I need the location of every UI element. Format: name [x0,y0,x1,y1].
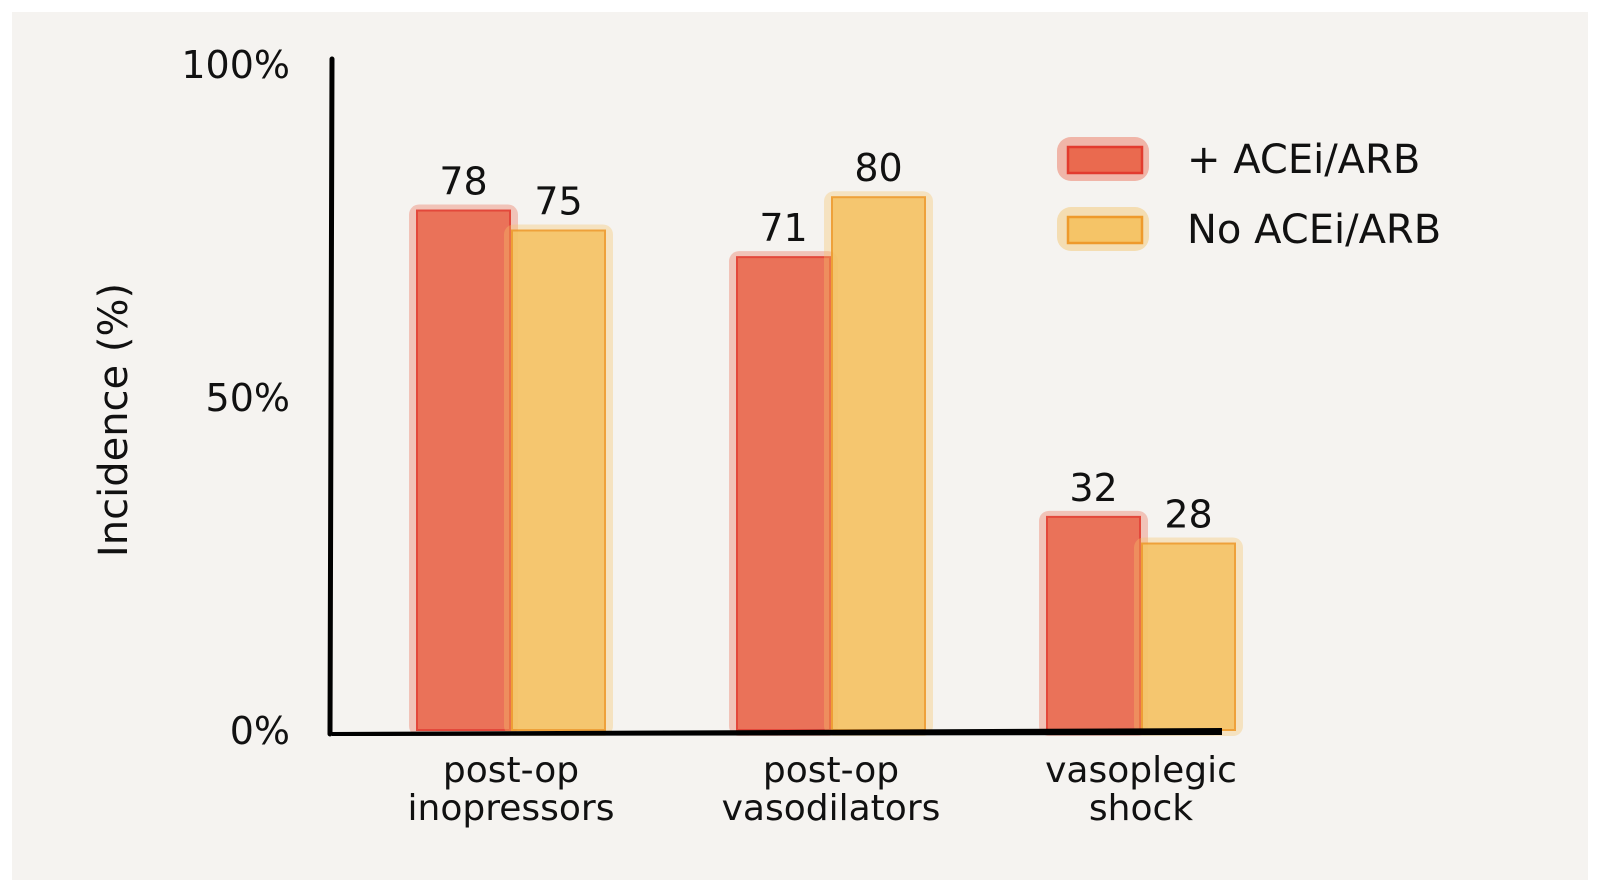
value-label: 75 [534,180,582,224]
x-tick-label: post-op inopressors [408,750,615,829]
value-label: 28 [1164,493,1212,537]
legend-label: + ACEi/ARB [1187,137,1420,183]
legend-label: No ACEi/ARB [1187,207,1441,253]
value-label: 80 [854,146,902,190]
x-axis-stroke [332,728,1222,736]
bar [831,196,926,731]
x-axis-line [332,728,1222,736]
legend: + ACEi/ARB No ACEi/ARB [1057,137,1441,253]
value-labels: 78 71 32 75 80 28 [439,146,1212,536]
y-axis-line [327,56,335,737]
value-label: 78 [439,160,487,204]
bar [1046,515,1141,731]
y-tick-label: 50% [206,376,290,420]
y-tick-label: 100% [181,43,290,87]
bar [736,256,831,731]
value-label: 32 [1069,466,1117,510]
y-axis-label: Incidence (%) [91,283,137,557]
value-label: 71 [759,206,807,250]
x-tick-label: vasoplegic shock [1045,750,1237,829]
legend-swatch [1066,145,1144,175]
x-tick-label: post-op vasodilators [722,750,941,829]
bar-chart: 0% 50% 100% 78 71 32 75 80 28 post-op inopressor… [91,43,1441,829]
legend-swatch [1066,215,1144,245]
bars [409,191,1243,736]
x-tick-labels: post-op inopressors post-op vasodilators vas… [408,750,1237,829]
y-axis-stroke [327,56,335,737]
bar [511,229,606,731]
bar [1141,542,1236,732]
bar [416,209,511,731]
y-tick-labels: 0% 50% 100% [181,43,290,753]
y-tick-label: 0% [230,709,290,753]
